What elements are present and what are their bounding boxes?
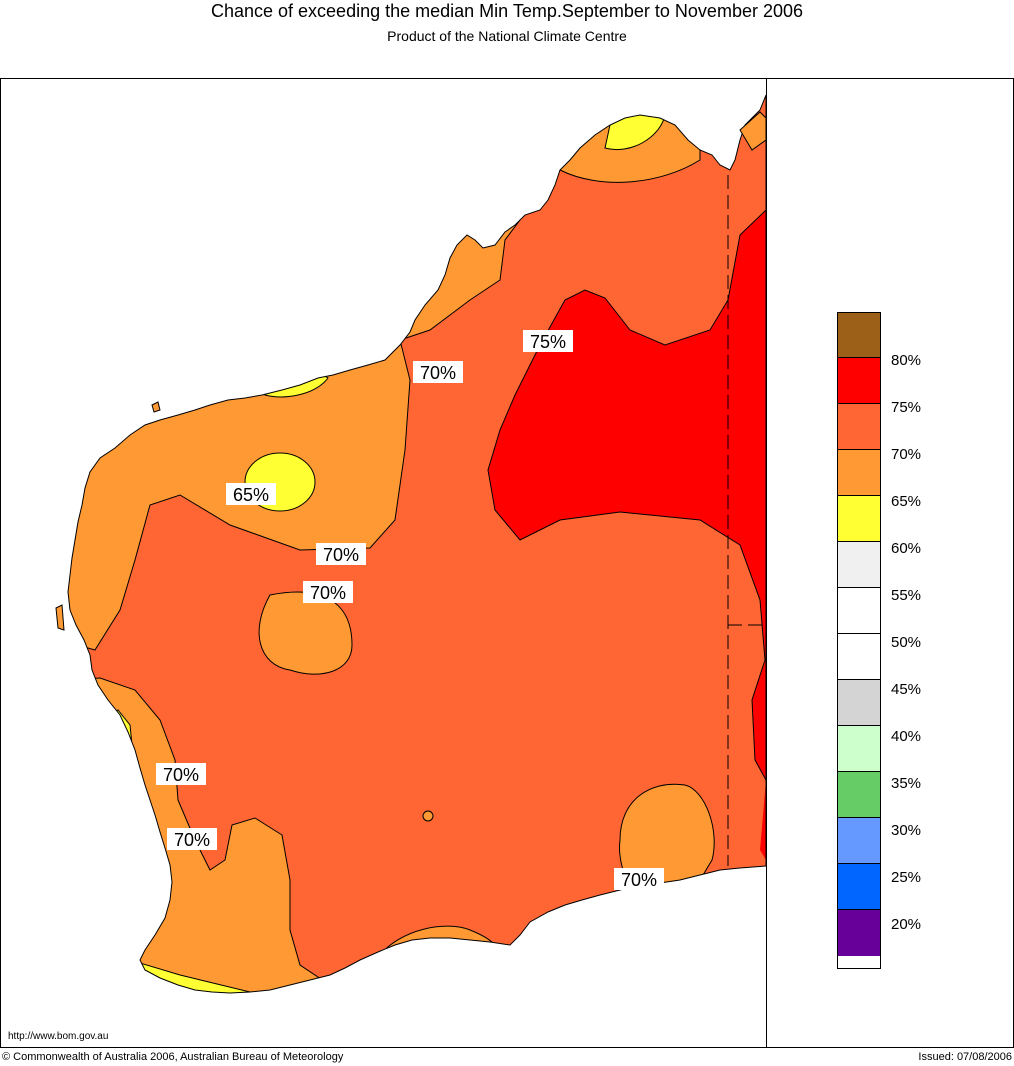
island — [151, 401, 161, 413]
legend-label: 35% — [891, 775, 922, 792]
legend-swatch — [837, 818, 881, 864]
contour-label-text: 65% — [233, 485, 269, 505]
legend-swatch — [837, 450, 881, 496]
map-subtitle: Product of the National Climate Centre — [387, 28, 627, 44]
legend-label: 55% — [891, 587, 922, 604]
contour-label-text: 70% — [323, 545, 359, 565]
legend-label: 45% — [891, 681, 922, 698]
copyright-notice: © Commonwealth of Australia 2006, Austra… — [2, 1051, 344, 1063]
legend-swatch — [837, 588, 881, 634]
legend-swatch — [837, 634, 881, 680]
legend-swatch — [837, 312, 881, 358]
island — [55, 604, 65, 631]
legend-label: 75% — [891, 399, 922, 416]
legend-label: 60% — [891, 540, 922, 557]
legend-label: 20% — [891, 916, 922, 933]
contour-label: 70% — [167, 828, 217, 850]
panel-divider — [766, 78, 767, 1047]
legend-swatch — [837, 864, 881, 910]
legend-swatch — [837, 542, 881, 588]
contour-label: 70% — [156, 763, 206, 785]
zone-75-80-south — [760, 780, 766, 860]
legend-swatch — [837, 726, 881, 772]
contour-label-text: 70% — [420, 363, 456, 383]
legend-label: 30% — [891, 822, 922, 839]
contour-label-text: 70% — [163, 765, 199, 785]
legend-label: 80% — [891, 352, 922, 369]
legend-swatch — [837, 910, 881, 956]
legend-swatch — [837, 358, 881, 404]
legend-label: 25% — [891, 869, 922, 886]
contour-label: 70% — [303, 581, 353, 603]
legend-swatch — [837, 404, 881, 450]
map-title: Chance of exceeding the median Min Temp.… — [210, 1, 803, 21]
contour-label-text: 70% — [310, 583, 346, 603]
legend-label: 70% — [891, 446, 922, 463]
legend-label: 50% — [891, 634, 922, 651]
contour-label: 70% — [413, 361, 463, 383]
website-url[interactable]: http://www.bom.gov.au — [8, 1031, 109, 1042]
land-layers — [68, 95, 766, 993]
contour-label-text: 75% — [530, 332, 566, 352]
zone-65-70-dot — [422, 810, 434, 822]
contour-label: 75% — [523, 330, 573, 352]
legend-label: 40% — [891, 728, 922, 745]
legend-swatch — [837, 680, 881, 726]
legend-swatch — [837, 496, 881, 542]
contour-label: 70% — [316, 543, 366, 565]
contour-label: 70% — [614, 868, 664, 890]
contour-labels: 75% 70% 65% 70% 70% 70% 70% 70% — [156, 330, 664, 890]
contour-label-text: 70% — [174, 830, 210, 850]
issued-date: Issued: 07/08/2006 — [918, 1051, 1012, 1063]
zone-75-80 — [487, 208, 766, 781]
contour-label: 65% — [226, 483, 276, 505]
legend-label: 65% — [891, 493, 922, 510]
contour-label-text: 70% — [621, 870, 657, 890]
legend-swatch — [837, 772, 881, 818]
legend — [837, 312, 881, 956]
